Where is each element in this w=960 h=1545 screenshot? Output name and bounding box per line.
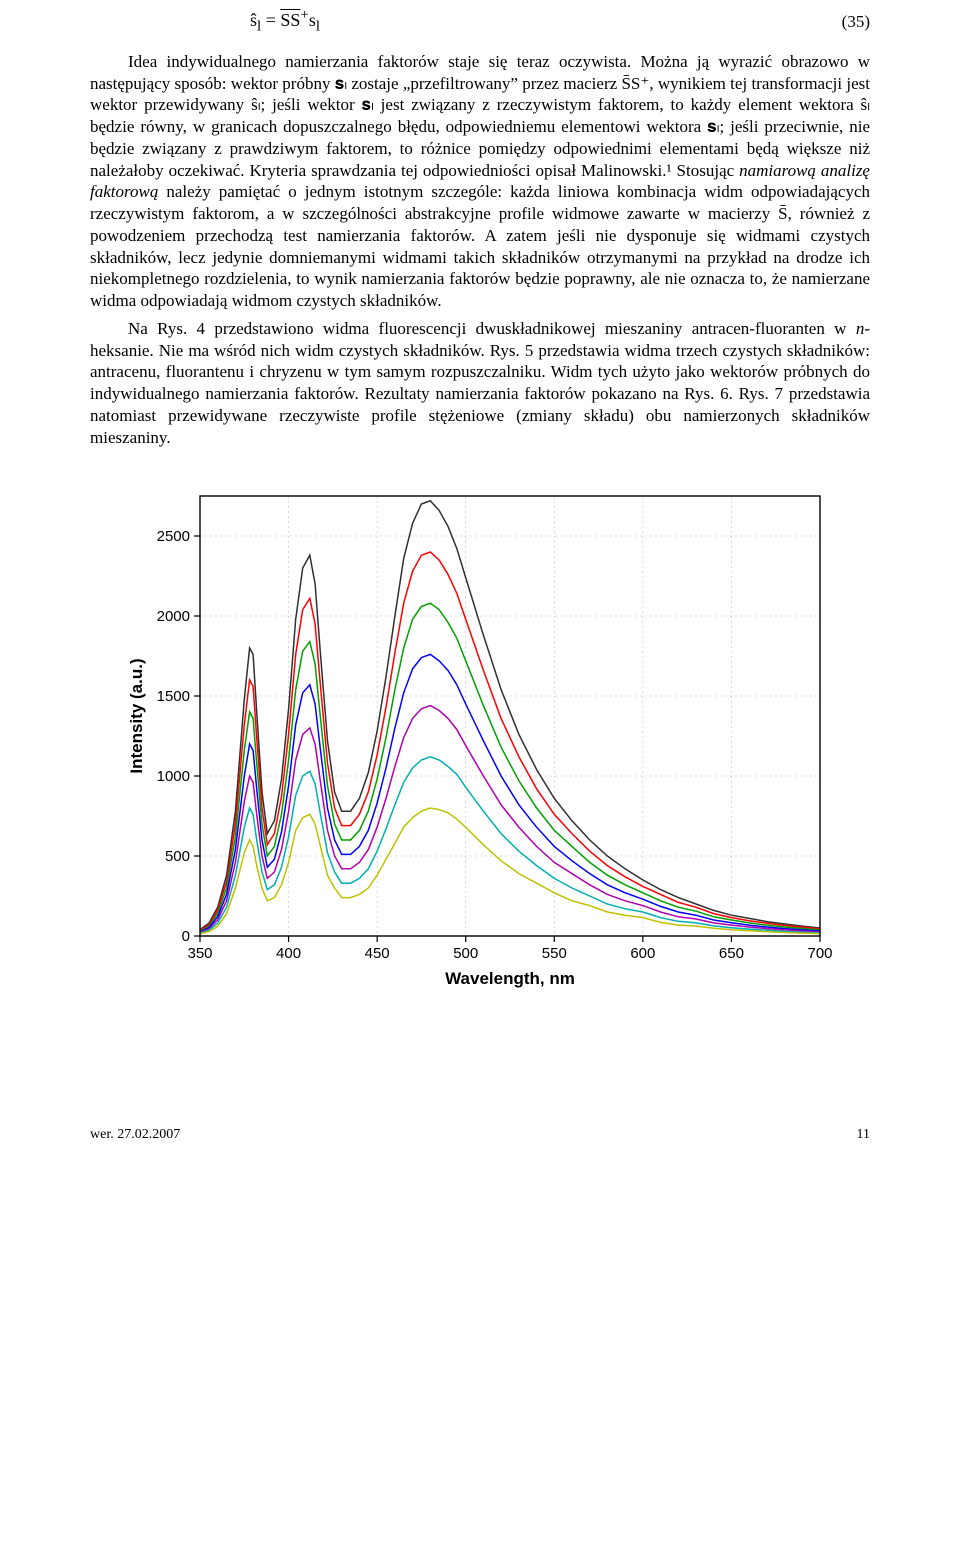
footer-page-number: 11 [857,1126,870,1144]
svg-text:1000: 1000 [157,768,190,785]
eq-plus: + [300,7,308,23]
equation-number: (35) [842,11,870,33]
eq-s2: s [309,10,316,30]
page-footer: wer. 27.02.2007 11 [90,1126,870,1144]
svg-text:500: 500 [165,848,190,865]
paragraph-1: Idea indywidualnego namierzania faktorów… [90,51,870,312]
chart-svg: 350 400 450 500 550 600 650 700 0 500 1000 1500 2000… [120,476,840,996]
paragraph-2: Na Rys. 4 przedstawiono widma fluorescen… [90,318,870,449]
eq-lhs: ŝ [250,10,257,30]
svg-text:350: 350 [187,945,212,962]
svg-text:2000: 2000 [157,608,190,625]
eq-ss: SS [280,10,300,30]
svg-text:2500: 2500 [157,528,190,545]
svg-text:400: 400 [276,945,301,962]
svg-text:1500: 1500 [157,688,190,705]
svg-text:500: 500 [453,945,478,962]
svg-text:550: 550 [542,945,567,962]
para2-text-a: Na Rys. 4 przedstawiono widma fluorescen… [128,319,856,338]
equation-body: ŝl = SS+sl [90,6,320,37]
svg-text:450: 450 [365,945,390,962]
eq-sub2: l [316,19,320,35]
footer-version: wer. 27.02.2007 [90,1126,180,1144]
svg-text:600: 600 [630,945,655,962]
svg-text:Wavelength, nm: Wavelength, nm [445,969,575,988]
fluorescence-chart: 350 400 450 500 550 600 650 700 0 500 1000 1500 2000… [120,476,840,996]
svg-text:Intensity (a.u.): Intensity (a.u.) [127,659,146,774]
eq-mid: = [261,10,280,30]
svg-text:700: 700 [807,945,832,962]
svg-text:650: 650 [719,945,744,962]
equation-row: ŝl = SS+sl (35) [90,6,870,37]
para1-text-b: należy pamiętać o jednym istotnym szczeg… [90,182,870,310]
svg-text:0: 0 [182,928,190,945]
